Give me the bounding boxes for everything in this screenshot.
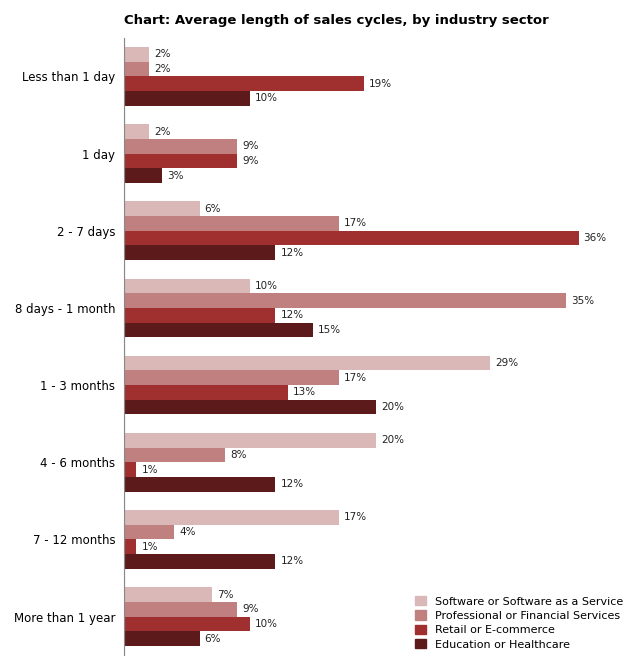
Text: 35%: 35% (571, 296, 594, 306)
Text: 10%: 10% (255, 94, 278, 103)
Text: 12%: 12% (280, 310, 303, 320)
Text: 17%: 17% (343, 218, 367, 228)
Bar (123, 124, 149, 139)
Text: 13%: 13% (293, 387, 316, 397)
Text: 20%: 20% (381, 436, 404, 445)
Bar (123, 462, 136, 477)
Bar (123, 62, 149, 76)
Text: 3%: 3% (167, 171, 183, 181)
Bar (123, 47, 149, 62)
Text: 4%: 4% (179, 527, 196, 537)
Text: 6%: 6% (204, 203, 221, 213)
Text: 7%: 7% (217, 589, 233, 599)
Text: 20%: 20% (381, 402, 404, 412)
Bar (123, 153, 237, 168)
Text: 10%: 10% (255, 281, 278, 291)
Text: 1%: 1% (141, 542, 158, 552)
Bar (123, 293, 566, 308)
Bar (123, 448, 225, 462)
Bar (123, 385, 288, 399)
Bar (123, 216, 338, 231)
Text: Chart: Average length of sales cycles, by industry sector: Chart: Average length of sales cycles, b… (123, 14, 548, 27)
Bar (123, 617, 250, 631)
Bar (123, 322, 313, 337)
Bar (123, 371, 338, 385)
Bar (123, 477, 275, 492)
Bar (123, 139, 237, 153)
Bar (123, 539, 136, 554)
Bar (123, 246, 275, 260)
Bar (123, 510, 338, 524)
Text: 19%: 19% (369, 79, 392, 89)
Bar (123, 433, 376, 448)
Text: 6%: 6% (204, 634, 221, 644)
Bar (123, 308, 275, 322)
Text: 9%: 9% (242, 141, 259, 151)
Text: 17%: 17% (343, 512, 367, 522)
Text: 10%: 10% (255, 619, 278, 629)
Text: 29%: 29% (495, 358, 518, 368)
Bar (123, 399, 376, 414)
Text: 1%: 1% (141, 464, 158, 474)
Bar (123, 524, 174, 539)
Text: 8%: 8% (230, 450, 246, 460)
Text: 12%: 12% (280, 479, 303, 489)
Text: 2%: 2% (154, 50, 170, 60)
Text: 9%: 9% (242, 156, 259, 166)
Text: 2%: 2% (154, 126, 170, 136)
Text: 2%: 2% (154, 64, 170, 74)
Bar (123, 356, 490, 371)
Bar (123, 587, 212, 602)
Bar (123, 201, 199, 216)
Text: 9%: 9% (242, 604, 259, 614)
Bar (123, 76, 364, 91)
Text: 12%: 12% (280, 248, 303, 258)
Bar (123, 554, 275, 569)
Text: 12%: 12% (280, 557, 303, 567)
Bar (123, 631, 199, 646)
Bar (123, 278, 250, 293)
Bar (123, 168, 161, 183)
Bar (123, 91, 250, 106)
Text: 17%: 17% (343, 373, 367, 383)
Bar (123, 231, 579, 246)
Legend: Software or Software as a Service, Professional or Financial Services, Retail or: Software or Software as a Service, Profe… (415, 596, 624, 650)
Text: 36%: 36% (584, 233, 607, 243)
Text: 15%: 15% (318, 325, 341, 335)
Bar (123, 602, 237, 617)
